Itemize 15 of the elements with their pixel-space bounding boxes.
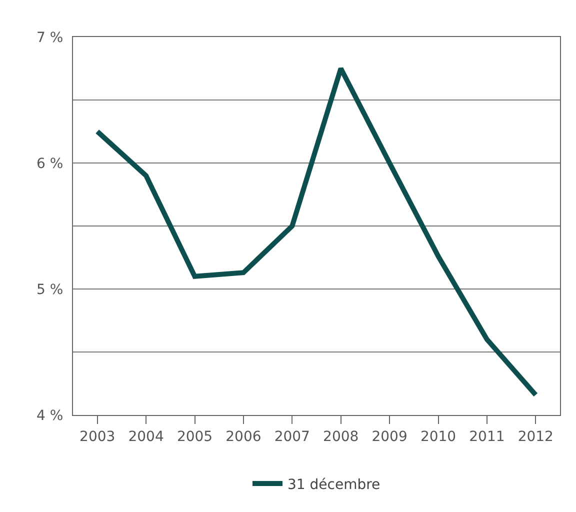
x-tick-label: 2007: [274, 428, 310, 445]
x-tick-label: 2004: [128, 428, 164, 445]
x-tick-label: 2006: [226, 428, 262, 445]
x-tick-label: 2012: [518, 428, 554, 445]
x-tick-label: 2010: [420, 428, 456, 445]
x-tick-label: 2011: [469, 428, 505, 445]
y-tick-label: 5 %: [36, 282, 64, 298]
x-tick-label: 2008: [323, 428, 359, 445]
x-tick-label: 2005: [176, 428, 213, 445]
y-tick-label: 4 %: [36, 408, 64, 424]
legend-label: 31 décembre: [288, 476, 380, 493]
x-tick-label: 2009: [372, 428, 408, 445]
x-tick-label: 2003: [80, 428, 116, 445]
y-tick-label: 6 %: [36, 156, 64, 172]
y-tick-label: 7 %: [36, 30, 64, 46]
